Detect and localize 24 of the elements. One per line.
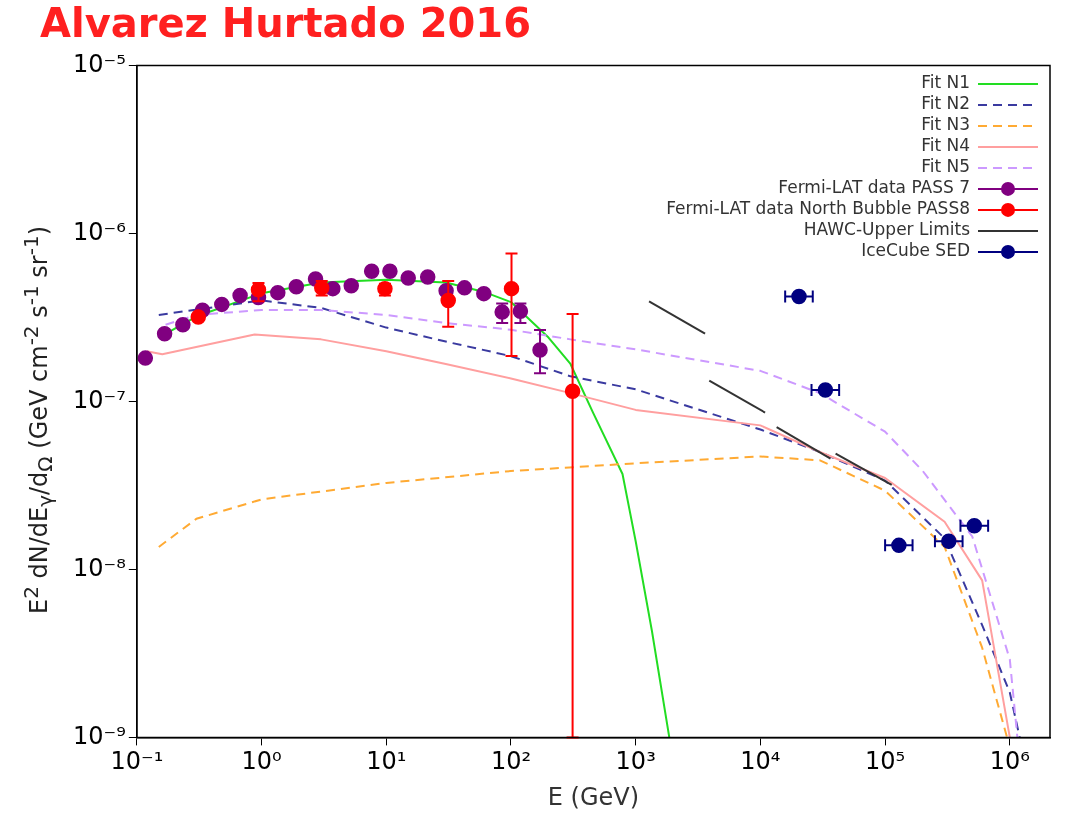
y-tick-label: 10⁻⁵ xyxy=(73,49,126,78)
y-tick-label: 10⁻⁹ xyxy=(73,721,126,750)
legend-label: Fit N5 xyxy=(921,156,970,177)
legend-label: Fit N2 xyxy=(921,93,970,114)
y-tick-label: 10⁻⁶ xyxy=(73,217,126,246)
x-tick-label: 10² xyxy=(490,747,532,776)
x-axis-title: E (GeV) xyxy=(547,782,640,811)
legend-label: IceCube SED xyxy=(861,240,970,261)
legend-label: Fermi-LAT data PASS 7 xyxy=(778,177,970,198)
legend-label: Fit N3 xyxy=(921,114,970,135)
x-tick-label: 10¹ xyxy=(366,747,407,776)
x-tick-label: 10⁴ xyxy=(740,747,781,776)
legend-label: Fit N1 xyxy=(921,72,970,93)
x-tick-label: 10⁵ xyxy=(865,747,906,776)
x-tick-label: 10⁻¹ xyxy=(110,747,164,776)
y-tick-label: 10⁻⁷ xyxy=(73,385,126,414)
y-tick-label: 10⁻⁸ xyxy=(73,553,126,582)
x-tick-label: 10⁰ xyxy=(241,747,282,776)
x-tick-label: 10⁶ xyxy=(989,747,1030,776)
legend-label: HAWC-Upper Limits xyxy=(803,219,971,240)
legend-label: Fit N4 xyxy=(921,135,970,156)
x-tick-label: 10³ xyxy=(615,747,656,776)
chart-title: Alvarez Hurtado 2016 xyxy=(40,0,531,46)
legend-label: Fermi-LAT data North Bubble PASS8 xyxy=(666,198,970,219)
